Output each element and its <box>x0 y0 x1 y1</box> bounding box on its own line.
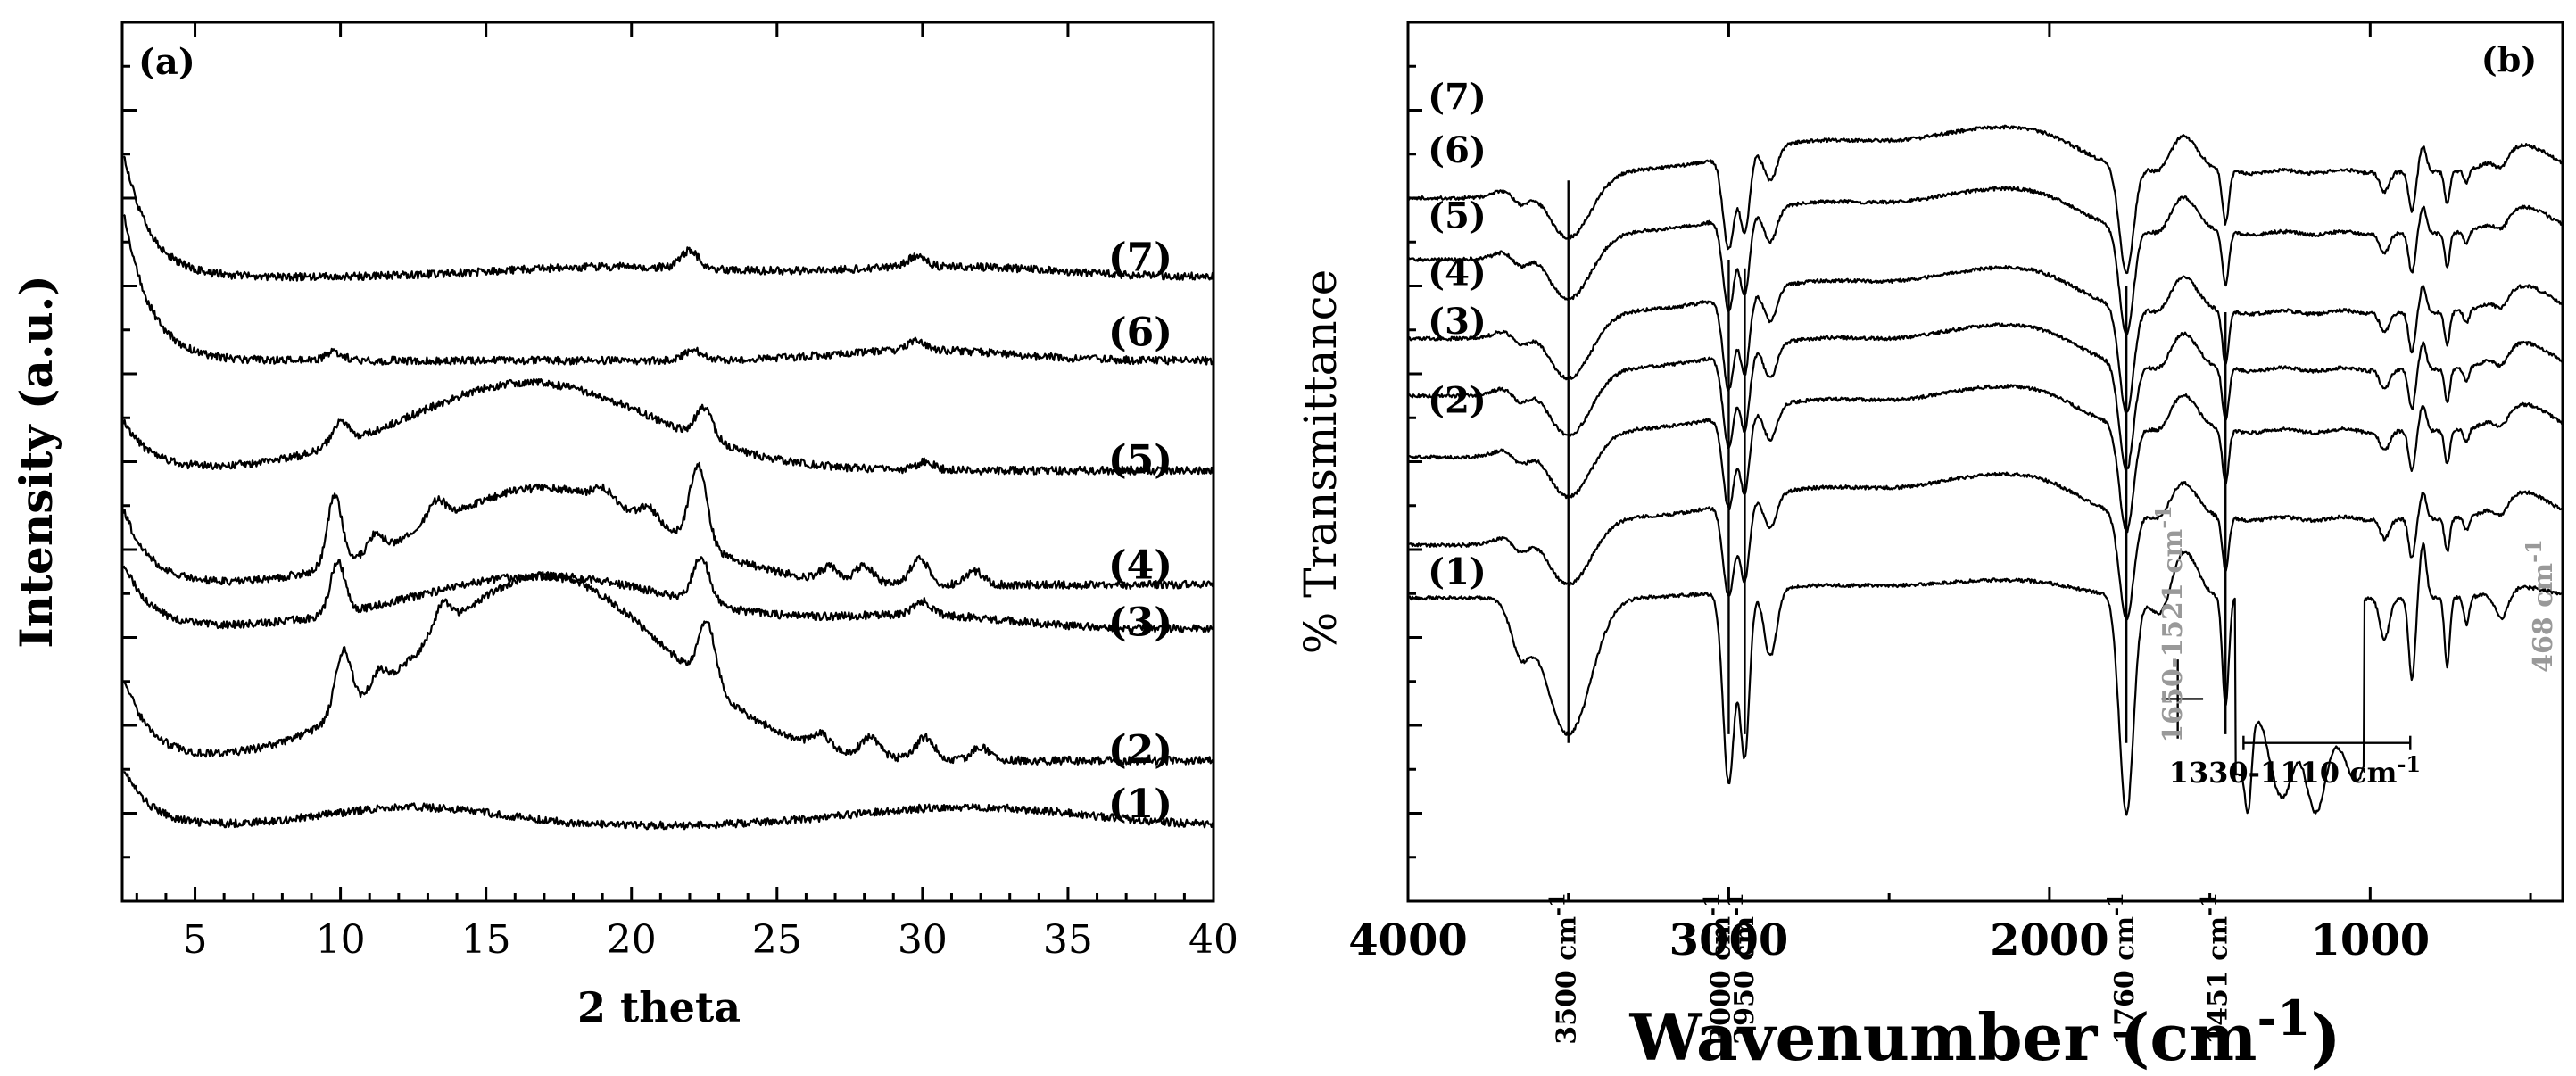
ftir-annotation: 1760 cm-1 <box>2102 892 2141 1045</box>
ftir-trace <box>1407 322 2564 473</box>
ftir-series-label: (2) <box>1428 380 1487 422</box>
xrd-series-label: (4) <box>1108 542 1172 588</box>
ftir-annotation: 3500 cm-1 <box>1545 892 1583 1045</box>
xrd-trace <box>122 571 1215 766</box>
xrd-series-label: (1) <box>1108 782 1172 827</box>
xrd-x-tick-label: 30 <box>898 917 948 963</box>
ftir-trace <box>1407 264 2564 415</box>
ftir-x-tick-label: 3000 <box>1669 915 1789 965</box>
ftir-trace <box>1407 542 2564 816</box>
xrd-series-label: (7) <box>1108 236 1172 281</box>
ftir-x-tick-label: 2000 <box>1990 915 2109 965</box>
xrd-x-tick-label: 15 <box>461 917 511 963</box>
xrd-panel: 5 10 15 20 25 30 35 40 (a) 2 theta Intensity (a.u.… <box>10 21 1238 1031</box>
ftir-x-tick-label: 4000 <box>1348 915 1468 965</box>
ftir-panel: 4000 3000 2000 1000 (b) Wavenumber (cm-1) % Tr… <box>1295 21 2564 1075</box>
xrd-y-axis-label: Intensity (a.u.) <box>10 275 62 649</box>
ftir-annotation: 1330-1110 cm-1 <box>2169 751 2422 790</box>
xrd-series-label: (6) <box>1108 310 1172 355</box>
xrd-trace <box>122 155 1215 282</box>
ftir-series-label: (3) <box>1428 301 1487 343</box>
ftir-annotation: 468 cm-1 <box>2521 539 2559 673</box>
xrd-x-tick-label: 20 <box>607 917 657 963</box>
ftir-series-label: (6) <box>1428 129 1487 171</box>
xrd-x-tick-label: 25 <box>752 917 802 963</box>
xrd-panel-label: (a) <box>138 41 195 83</box>
ftir-series-label: (4) <box>1428 252 1487 294</box>
xrd-x-tick-label: 35 <box>1043 917 1093 963</box>
xrd-x-tick-label: 5 <box>183 917 208 963</box>
ftir-trace <box>1407 186 2564 336</box>
ftir-annotation: 3000 cm-1 <box>1698 892 1736 1045</box>
ftir-y-axis-label: % Transmittance <box>1295 269 1346 655</box>
ftir-x-axis-label: Wavenumber (cm-1) <box>1628 989 2340 1075</box>
xrd-series-label: (5) <box>1108 437 1172 483</box>
ftir-trace <box>1407 384 2564 534</box>
xrd-x-tick-label: 40 <box>1189 917 1238 963</box>
xrd-series-label: (2) <box>1108 727 1172 773</box>
ftir-annotation: 1451 cm-1 <box>2195 892 2233 1045</box>
ftir-trace <box>1407 471 2564 621</box>
xrd-trace <box>122 377 1215 476</box>
xrd-trace <box>122 461 1215 590</box>
xrd-trace <box>122 556 1215 633</box>
ftir-series-label: (1) <box>1428 551 1487 593</box>
ftir-series-label: (7) <box>1428 77 1487 119</box>
xrd-series-label: (3) <box>1108 600 1172 645</box>
ftir-trace <box>1406 124 2564 275</box>
ftir-x-tick-label: 1000 <box>2311 915 2431 965</box>
ftir-panel-label: (b) <box>2481 39 2538 79</box>
xrd-trace <box>122 214 1215 366</box>
xrd-x-tick-label: 10 <box>316 917 366 963</box>
xrd-trace <box>123 771 1215 831</box>
xrd-x-axis-label: 2 theta <box>577 983 741 1031</box>
ftir-annotation: 1650-1521 cm-1 <box>2150 505 2189 743</box>
ftir-series-label: (5) <box>1428 195 1487 237</box>
ftir-annotation: 2950 cm-1 <box>1722 892 1760 1045</box>
